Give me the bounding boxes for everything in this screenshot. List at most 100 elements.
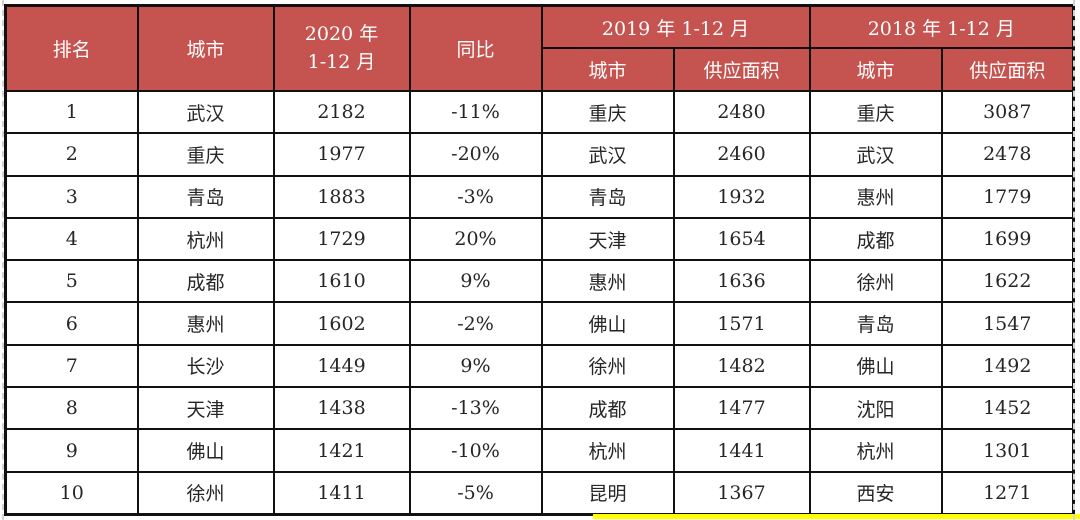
cell-yoy: -10% xyxy=(408,428,543,473)
cell-supply-2019: 1932 xyxy=(672,174,811,219)
cell-supply-2019: 1482 xyxy=(672,343,811,389)
cell-supply-2020: 1729 xyxy=(272,216,411,262)
cell-supply-2018: 1779 xyxy=(940,174,1075,219)
header-period-2020-line1: 2020 年 xyxy=(304,22,379,45)
cell-rank: 4 xyxy=(4,216,139,262)
cell-supply-2020: 1602 xyxy=(272,301,411,346)
city-supply-table: 排名 城市 2020 年 1-12 月 同比 2019 年 1-12 月 201… xyxy=(4,4,1076,516)
table-header: 排名 城市 2020 年 1-12 月 同比 2019 年 1-12 月 201… xyxy=(4,4,1075,92)
cell-supply-2018: 1301 xyxy=(940,428,1075,473)
cell-supply-2018: 1547 xyxy=(940,301,1075,346)
cell-supply-2018: 2478 xyxy=(940,132,1075,177)
cell-supply-2020: 1438 xyxy=(272,386,411,431)
cell-yoy: -2% xyxy=(408,301,543,346)
cell-city-2019: 成都 xyxy=(540,386,675,431)
table-row: 9 佛山 1421 -10% 杭州 1441 杭州 1301 xyxy=(4,428,1075,473)
cell-city-2018: 惠州 xyxy=(808,174,943,219)
cell-supply-2019: 1441 xyxy=(672,428,811,473)
cell-supply-2018: 1452 xyxy=(940,386,1075,431)
cell-city-2020: 杭州 xyxy=(136,216,275,262)
cell-yoy: -13% xyxy=(408,386,543,431)
cell-city-2019: 佛山 xyxy=(540,301,675,346)
cell-city-2019: 徐州 xyxy=(540,343,675,389)
cell-city-2018: 成都 xyxy=(808,216,943,262)
cell-city-2018: 青岛 xyxy=(808,301,943,346)
cell-rank: 8 xyxy=(4,386,139,431)
cell-yoy: -20% xyxy=(408,132,543,177)
cell-city-2020: 徐州 xyxy=(136,470,275,516)
table-row: 4 杭州 1729 20% 天津 1654 成都 1699 xyxy=(4,216,1075,262)
cell-city-2019: 武汉 xyxy=(540,132,675,177)
header-period-2020-line2: 1-12 月 xyxy=(307,50,376,73)
table-row: 3 青岛 1883 -3% 青岛 1932 惠州 1779 xyxy=(4,174,1075,219)
cell-supply-2019: 1367 xyxy=(672,470,811,516)
cell-supply-2020: 1883 xyxy=(272,174,411,219)
cell-supply-2020: 2182 xyxy=(272,89,411,135)
cell-yoy: 20% xyxy=(408,216,543,262)
cell-supply-2018: 1271 xyxy=(940,470,1075,516)
cell-supply-2018: 3087 xyxy=(940,89,1075,135)
header-supply-2018: 供应面积 xyxy=(940,47,1075,92)
cell-yoy: -11% xyxy=(408,89,543,135)
cell-yoy: 9% xyxy=(408,343,543,389)
cell-supply-2018: 1492 xyxy=(940,343,1075,389)
table-row: 2 重庆 1977 -20% 武汉 2460 武汉 2478 xyxy=(4,132,1075,177)
cell-supply-2020: 1977 xyxy=(272,132,411,177)
cell-supply-2020: 1421 xyxy=(272,428,411,473)
cell-city-2018: 重庆 xyxy=(808,89,943,135)
cell-city-2020: 武汉 xyxy=(136,89,275,135)
cell-supply-2018: 1622 xyxy=(940,259,1075,304)
table-row: 10 徐州 1411 -5% 昆明 1367 西安 1271 xyxy=(4,470,1075,516)
cell-city-2018: 武汉 xyxy=(808,132,943,177)
cell-city-2019: 青岛 xyxy=(540,174,675,219)
cell-rank: 6 xyxy=(4,301,139,346)
header-yoy: 同比 xyxy=(408,4,543,92)
cell-rank: 5 xyxy=(4,259,139,304)
cell-city-2020: 重庆 xyxy=(136,132,275,177)
cell-yoy: 9% xyxy=(408,259,543,304)
cell-city-2019: 昆明 xyxy=(540,470,675,516)
left-crop-dash-line xyxy=(2,0,4,520)
cell-city-2019: 杭州 xyxy=(540,428,675,473)
table-row: 8 天津 1438 -13% 成都 1477 沈阳 1452 xyxy=(4,386,1075,431)
cell-city-2019: 重庆 xyxy=(540,89,675,135)
cell-city-2019: 惠州 xyxy=(540,259,675,304)
header-period-2020: 2020 年 1-12 月 xyxy=(272,4,411,92)
cell-supply-2019: 1477 xyxy=(672,386,811,431)
table-row: 6 惠州 1602 -2% 佛山 1571 青岛 1547 xyxy=(4,301,1075,346)
cell-city-2020: 青岛 xyxy=(136,174,275,219)
cell-city-2018: 徐州 xyxy=(808,259,943,304)
header-city-2020: 城市 xyxy=(136,4,275,92)
header-group-2018: 2018 年 1-12 月 xyxy=(808,4,1075,49)
cell-supply-2019: 2480 xyxy=(672,89,811,135)
cell-supply-2019: 1654 xyxy=(672,216,811,262)
header-city-2019: 城市 xyxy=(540,47,675,92)
cell-rank: 9 xyxy=(4,428,139,473)
cell-city-2020: 惠州 xyxy=(136,301,275,346)
cell-supply-2020: 1449 xyxy=(272,343,411,389)
cell-city-2020: 长沙 xyxy=(136,343,275,389)
cell-city-2018: 沈阳 xyxy=(808,386,943,431)
cell-city-2020: 成都 xyxy=(136,259,275,304)
cell-city-2018: 西安 xyxy=(808,470,943,516)
cell-city-2020: 佛山 xyxy=(136,428,275,473)
cell-rank: 1 xyxy=(4,89,139,135)
cell-city-2018: 佛山 xyxy=(808,343,943,389)
yellow-highlight-bar xyxy=(593,514,1080,519)
cell-supply-2019: 2460 xyxy=(672,132,811,177)
cell-city-2019: 天津 xyxy=(540,216,675,262)
cell-rank: 7 xyxy=(4,343,139,389)
header-rank: 排名 xyxy=(4,4,139,92)
cell-supply-2019: 1571 xyxy=(672,301,811,346)
cell-supply-2020: 1610 xyxy=(272,259,411,304)
cell-rank: 2 xyxy=(4,132,139,177)
cell-yoy: -5% xyxy=(408,470,543,516)
cell-supply-2019: 1636 xyxy=(672,259,811,304)
cell-rank: 10 xyxy=(4,470,139,516)
cell-yoy: -3% xyxy=(408,174,543,219)
table-row: 7 长沙 1449 9% 徐州 1482 佛山 1492 xyxy=(4,343,1075,389)
cell-city-2020: 天津 xyxy=(136,386,275,431)
cell-supply-2020: 1411 xyxy=(272,470,411,516)
header-city-2018: 城市 xyxy=(808,47,943,92)
